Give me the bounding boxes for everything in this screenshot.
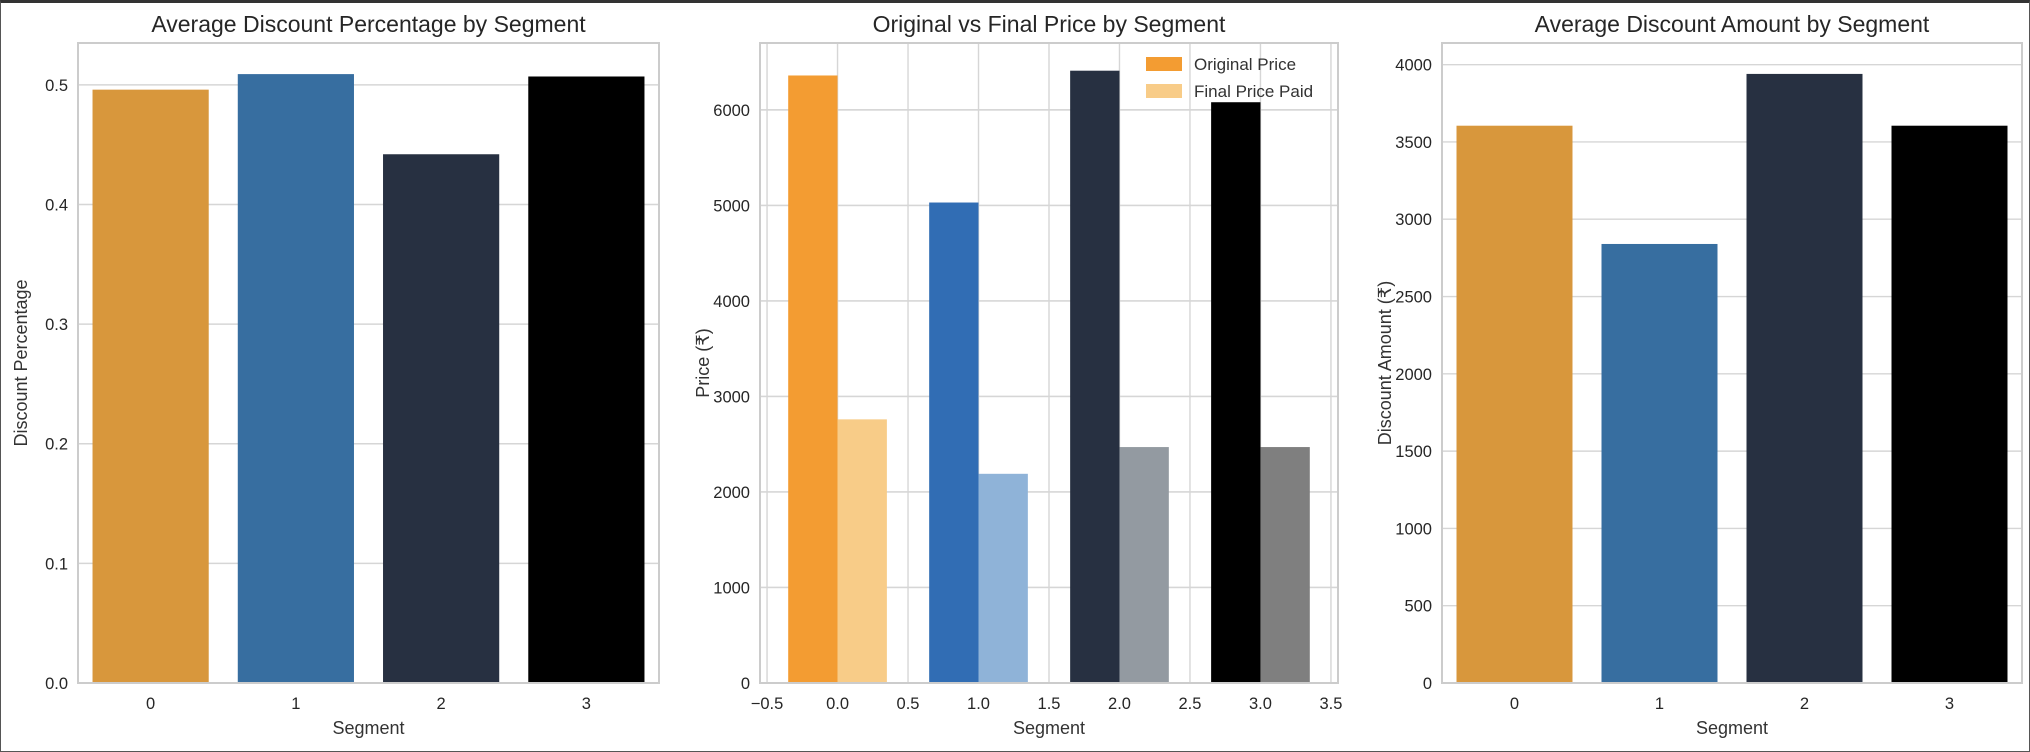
x-tick-label: 2 <box>1800 695 1809 713</box>
y-tick-label: 1000 <box>713 579 750 597</box>
legend-swatch <box>1146 84 1182 98</box>
y-tick-label: 0.2 <box>45 436 68 454</box>
final-price-bar-3 <box>1260 447 1310 683</box>
y-tick-label: 2000 <box>1395 366 1432 384</box>
axes-frame <box>759 42 1339 684</box>
bar-segment-2 <box>1746 73 1863 684</box>
y-axis-label: Discount Amount (₹) <box>1375 281 1395 446</box>
y-tick-label: 0 <box>741 675 750 693</box>
x-tick-label: 3.5 <box>1319 695 1342 713</box>
x-tick-label: 1.0 <box>967 695 990 713</box>
bar-segment-2 <box>383 154 500 684</box>
y-tick-label: 3000 <box>1395 211 1432 229</box>
original-price-bar-3 <box>1211 102 1261 683</box>
final-price-bar-2 <box>1119 447 1169 683</box>
y-tick-label: 6000 <box>713 102 750 120</box>
y-tick-label: 0.0 <box>45 675 68 693</box>
discount-amount-chart: 0 500 1000 1500 2000 2500 3000 3500 4000 0 1 2 3 Aver… <box>1375 11 2023 738</box>
legend-label: Final Price Paid <box>1194 82 1313 101</box>
y-tick-label: 0.1 <box>45 555 68 573</box>
y-tick-label: 5000 <box>713 197 750 215</box>
x-axis-label: Segment <box>1013 718 1085 738</box>
bar-segment-1 <box>237 74 354 684</box>
y-tick-label: 2500 <box>1395 289 1432 307</box>
chart-title: Average Discount Percentage by Segment <box>151 11 586 37</box>
x-tick-label: 1 <box>1655 695 1664 713</box>
x-tick-label: 2.5 <box>1179 695 1202 713</box>
final-price-bar-0 <box>837 419 887 683</box>
bar-segment-1 <box>1601 243 1718 683</box>
discount-percentage-chart: 0.0 0.1 0.2 0.3 0.4 0.5 0 1 2 3 Average Discount P… <box>11 11 660 738</box>
y-tick-label: 4000 <box>1395 57 1432 75</box>
y-axis-label: Price (₹) <box>693 328 713 397</box>
x-tick-label: 1.5 <box>1038 695 1061 713</box>
chart-title: Average Discount Amount by Segment <box>1535 11 1930 37</box>
bar-segment-3 <box>1891 125 2008 683</box>
y-tick-label: 1500 <box>1395 443 1432 461</box>
bar-segment-3 <box>528 76 645 683</box>
y-tick-label: 0.4 <box>45 196 68 214</box>
y-tick-label: 1000 <box>1395 520 1432 538</box>
y-tick-label: 500 <box>1404 598 1432 616</box>
original-vs-final-price-chart: 0 1000 2000 3000 4000 5000 6000 −0.5 0.0 0.5 1.0 1.… <box>693 11 1342 738</box>
x-tick-label: 2.0 <box>1108 695 1131 713</box>
y-tick-label: 0 <box>1423 675 1432 693</box>
original-price-bar-1 <box>929 202 979 683</box>
legend-label: Original Price <box>1194 55 1296 74</box>
x-tick-label: 3 <box>1945 695 1954 713</box>
x-tick-label: 1 <box>291 695 300 713</box>
chart-title: Original vs Final Price by Segment <box>873 11 1226 37</box>
bar-segment-0 <box>92 89 209 684</box>
x-tick-label: 0 <box>1510 695 1519 713</box>
y-axis-label: Discount Percentage <box>11 279 31 446</box>
y-tick-label: 0.5 <box>45 77 68 95</box>
x-tick-label: 3 <box>582 695 591 713</box>
original-price-bar-0 <box>788 75 838 684</box>
y-tick-label: 3500 <box>1395 134 1432 152</box>
y-tick-label: 4000 <box>713 293 750 311</box>
original-price-bar-2 <box>1070 70 1120 684</box>
x-tick-label: 3.0 <box>1249 695 1272 713</box>
y-tick-label: 2000 <box>713 484 750 502</box>
x-axis-label: Segment <box>1696 718 1768 738</box>
x-tick-label: 0 <box>146 695 155 713</box>
x-tick-label: 0.0 <box>826 695 849 713</box>
x-tick-label: −0.5 <box>751 695 784 713</box>
y-tick-label: 3000 <box>713 388 750 406</box>
y-tick-label: 0.3 <box>45 316 68 334</box>
x-axis-label: Segment <box>332 718 404 738</box>
x-tick-label: 2 <box>437 695 446 713</box>
axes-frame <box>1441 42 2023 684</box>
bar-segment-0 <box>1456 125 1573 683</box>
x-tick-label: 0.5 <box>897 695 920 713</box>
axes-frame <box>77 42 660 684</box>
legend-swatch <box>1146 57 1182 71</box>
final-price-bar-1 <box>978 473 1028 683</box>
